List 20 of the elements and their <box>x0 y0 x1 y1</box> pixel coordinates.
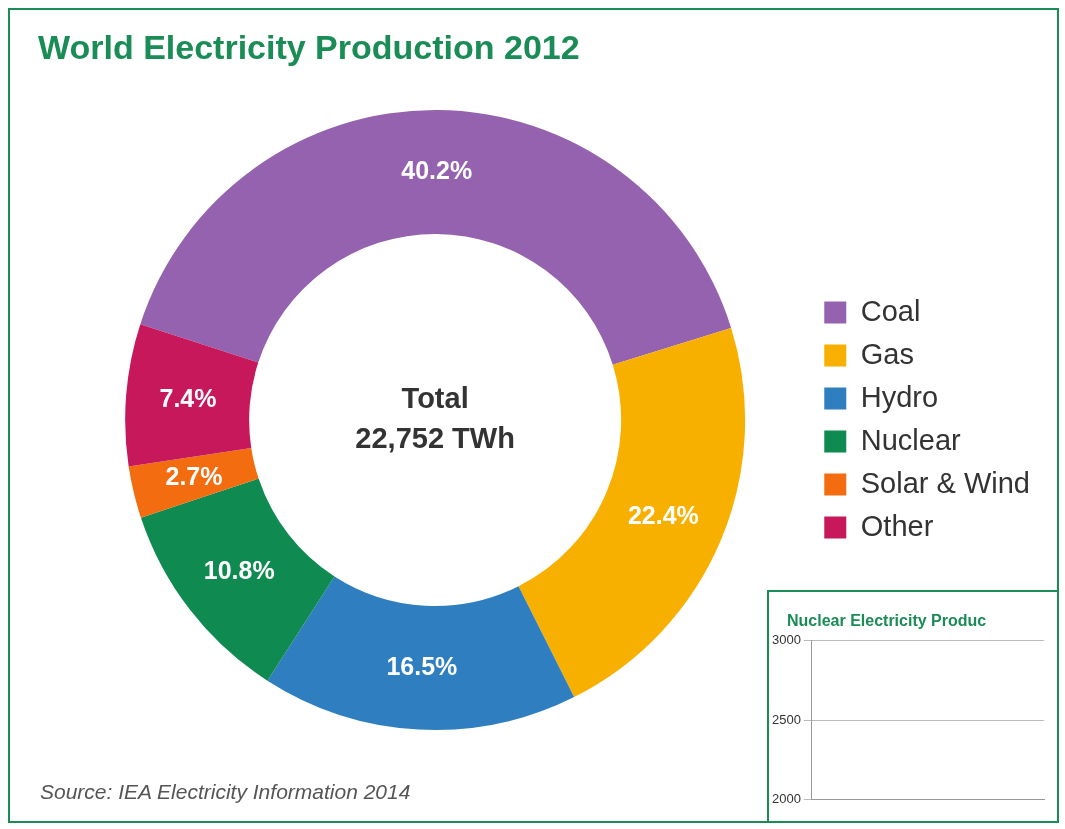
text: Total <box>401 382 469 414</box>
data-label: 22.4% <box>627 500 699 529</box>
legend-label: Hydro <box>860 380 939 413</box>
data-label: 2.7% <box>165 461 223 490</box>
data-label: 40.2% <box>401 155 473 184</box>
data-label: 16.5% <box>386 651 458 680</box>
text: 22,752 TWh <box>355 422 515 454</box>
chart-title: World Electricity Production 2012 <box>38 28 580 67</box>
legend-label: Nuclear <box>860 423 962 456</box>
legend-label: Other <box>860 509 934 542</box>
source-note: Source: IEA Electricity Information 2014 <box>40 780 411 804</box>
data-label: 10.8% <box>203 555 275 584</box>
data-label: 7.4% <box>159 383 217 412</box>
legend-label: Coal <box>860 294 921 327</box>
legend-label: Solar & Wind <box>860 466 1031 499</box>
y-tick-label: 2000 <box>772 790 801 806</box>
y-tick-label: 3000 <box>772 632 801 648</box>
legend-label: Gas <box>860 337 914 370</box>
chart-title: Nuclear Electricity Produc <box>786 611 988 630</box>
y-tick-label: 2500 <box>772 711 801 727</box>
